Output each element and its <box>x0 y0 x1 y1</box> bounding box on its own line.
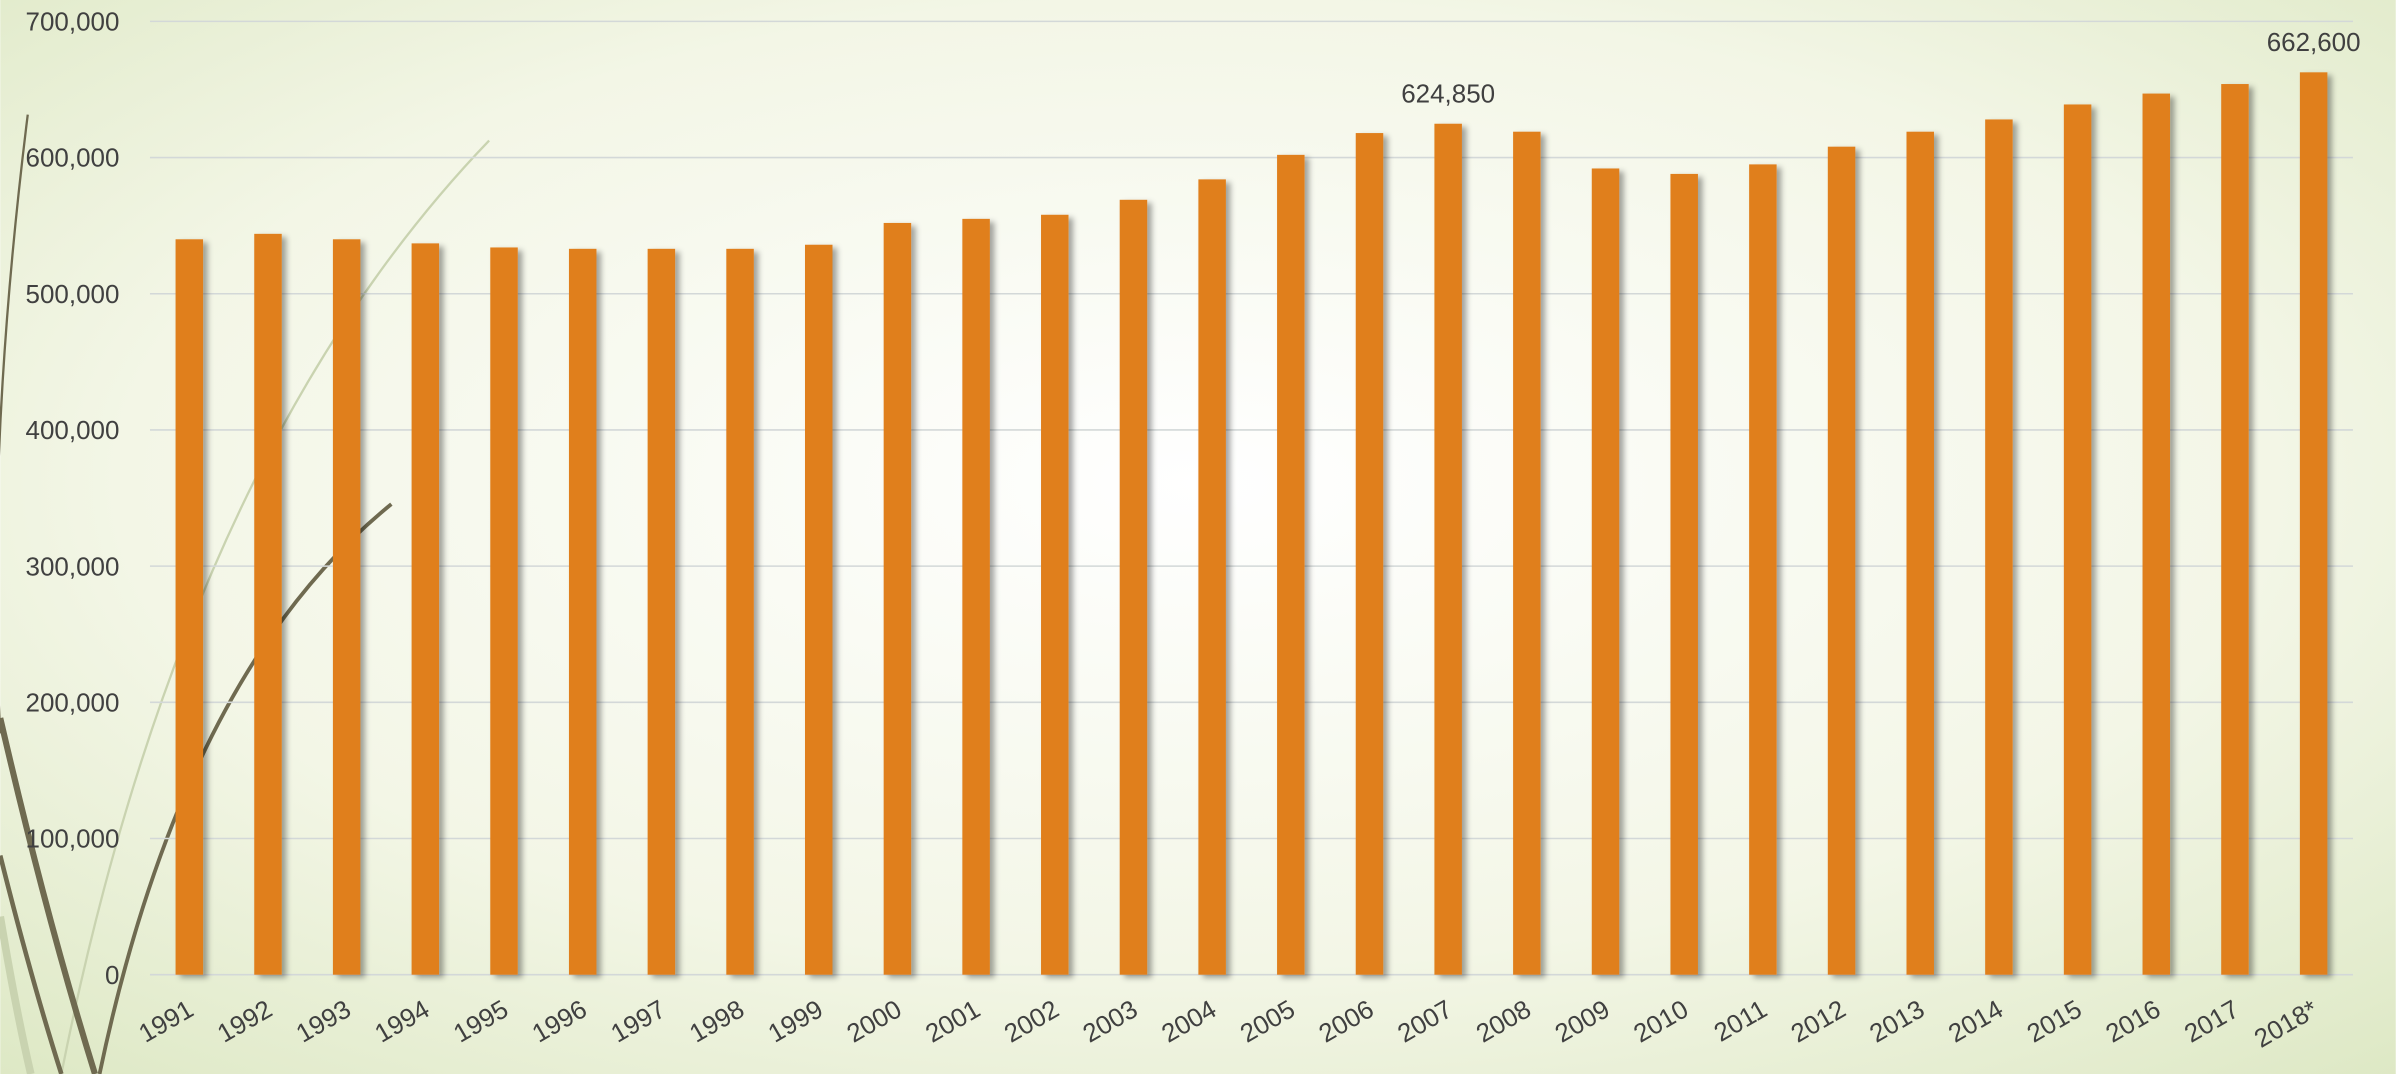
data-label: 624,850 <box>1401 78 1495 108</box>
y-tick-label: 400,000 <box>26 415 120 445</box>
bar <box>1906 131 1934 975</box>
bar <box>1355 133 1384 975</box>
bar <box>1041 214 1069 975</box>
bar <box>175 239 204 975</box>
bar <box>332 239 361 975</box>
bar <box>726 248 754 975</box>
y-tick-label: 0 <box>105 960 119 990</box>
bar <box>804 244 833 975</box>
y-tick-label: 700,000 <box>26 7 120 37</box>
bar <box>1591 168 1620 975</box>
bar <box>1827 146 1856 975</box>
y-tick-label: 500,000 <box>26 279 120 309</box>
bar <box>1749 164 1777 975</box>
bar <box>1513 131 1541 975</box>
bar <box>1434 123 1462 975</box>
bar <box>2063 104 2092 975</box>
bar <box>1985 119 2013 975</box>
bar <box>1670 173 1698 975</box>
bar <box>1277 154 1305 975</box>
bar <box>883 222 912 975</box>
bar <box>1198 179 1226 975</box>
bar <box>2221 84 2249 975</box>
bar <box>490 247 518 975</box>
y-tick-label: 300,000 <box>26 551 120 581</box>
bar <box>411 243 440 975</box>
data-label: 662,600 <box>2267 27 2361 57</box>
y-tick-label: 100,000 <box>26 824 120 854</box>
bar <box>254 233 282 975</box>
bar <box>2299 72 2328 975</box>
y-tick-label: 600,000 <box>26 143 120 173</box>
bar <box>962 218 990 975</box>
y-tick-label: 200,000 <box>26 687 120 717</box>
bar <box>568 248 597 975</box>
bar <box>2142 93 2171 975</box>
bar <box>647 248 676 975</box>
bar <box>1119 199 1148 975</box>
